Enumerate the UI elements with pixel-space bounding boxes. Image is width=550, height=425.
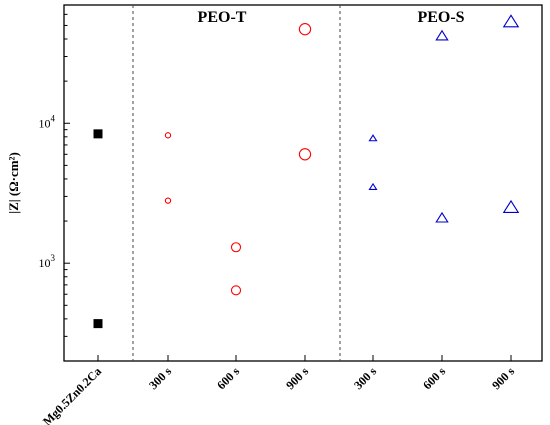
data-point-circle (164, 132, 172, 139)
y-axis-label: |Z| (Ω·cm²) (6, 152, 21, 214)
data-point-triangle (502, 14, 520, 28)
group-labels: PEO-T PEO-S (198, 9, 465, 26)
data-point-triangle (368, 182, 378, 191)
y-tick-label: 104 (39, 113, 56, 130)
data-point-triangle (435, 29, 449, 41)
group-label: PEO-S (417, 9, 464, 26)
data-point-circle (230, 285, 242, 296)
data-point-square (93, 129, 103, 139)
group-label: PEO-T (198, 9, 247, 26)
data-points (93, 14, 520, 329)
x-tick-label: 600 s (214, 364, 242, 392)
x-tick-label: Mg0.5Zn0.2Ca (40, 364, 104, 425)
data-point-square (93, 319, 103, 329)
x-tick-label: 300 s (146, 364, 174, 392)
x-tick-label: 300 s (351, 364, 379, 392)
data-point-circle (164, 197, 172, 204)
y-axis: 103 104 (39, 4, 70, 362)
data-point-circle (298, 23, 312, 36)
data-point-circle (230, 242, 242, 253)
data-point-triangle (435, 211, 449, 223)
data-point-triangle (502, 199, 520, 214)
x-tick-label: 900 s (283, 364, 311, 392)
y-tick-label: 103 (39, 253, 56, 270)
plot-frame (63, 4, 543, 362)
separators (132, 5, 341, 361)
x-tick-label: 600 s (420, 364, 448, 392)
x-axis: Mg0.5Zn0.2Ca 300 s 600 s 900 s 300 s 600 s 900… (40, 355, 517, 425)
data-point-triangle (368, 134, 378, 142)
data-point-circle (298, 148, 312, 161)
x-tick-label: 900 s (489, 364, 517, 392)
